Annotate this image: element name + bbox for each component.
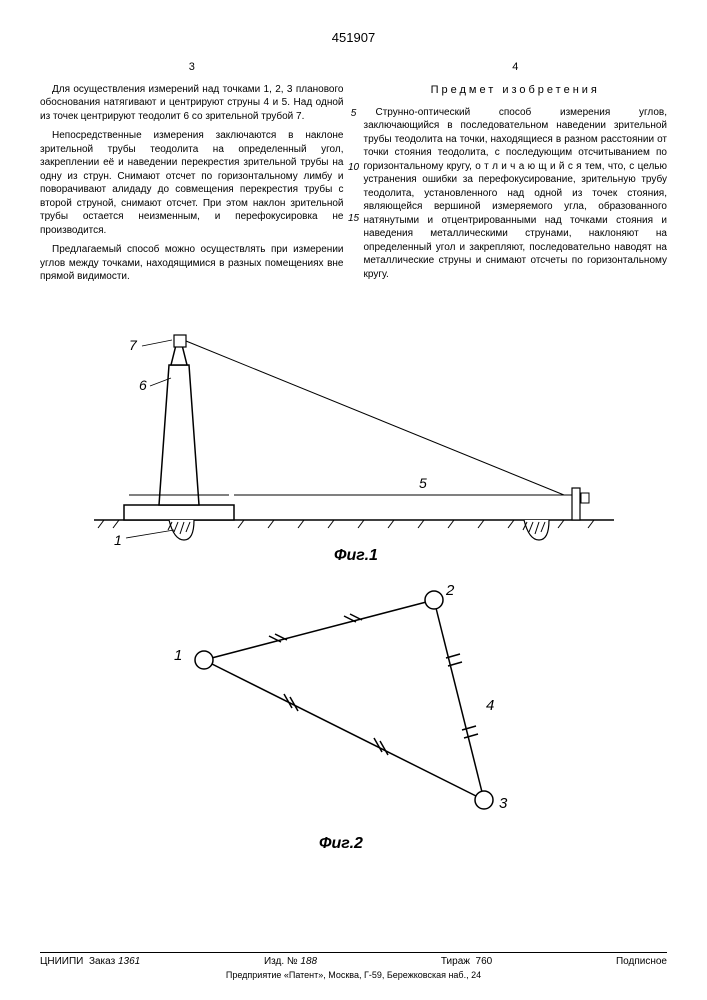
left-paragraph-2: Непосредственные измерения заключаются в…: [40, 129, 344, 237]
fig2-label-4: 4: [486, 697, 494, 714]
figures-area: 7 6 5 1 Фиг.1: [40, 310, 667, 860]
patent-page: 451907 3 Для осуществления измерений над…: [0, 0, 707, 1000]
line-number-10: 10: [348, 162, 359, 173]
footer: ЦНИИПИ Заказ 1361 Изд. № 188 Тираж 760 П…: [40, 952, 667, 980]
left-column: 3 Для осуществления измерений над точкам…: [40, 60, 344, 290]
left-paragraph-3: Предлагаемый способ можно осуществлять п…: [40, 243, 344, 284]
footer-izd-label: Изд. №: [264, 956, 298, 967]
fig1-caption: Фиг.1: [334, 547, 378, 564]
line-number-15: 15: [348, 213, 359, 224]
footer-org: ЦНИИПИ: [40, 956, 83, 967]
right-column: 4 Предмет изобретения Струнно-оптический…: [364, 60, 668, 290]
figure-2: 1 2 3 4 Фиг.2: [124, 570, 584, 860]
left-page-number: 3: [40, 60, 344, 75]
right-page-number: 4: [364, 60, 668, 75]
fig2-label-2: 2: [445, 582, 455, 599]
footer-tirazh-label: Тираж: [441, 956, 470, 967]
footer-subscription: Подписное: [616, 956, 667, 967]
footer-tirazh-num: 760: [476, 956, 493, 967]
line-number-5: 5: [351, 108, 357, 119]
fig2-label-3: 3: [499, 795, 508, 812]
right-paragraph-1: Струнно-оптический способ измерения угло…: [364, 106, 668, 282]
fig2-label-1: 1: [174, 647, 182, 664]
text-columns: 3 Для осуществления измерений над точкам…: [40, 60, 667, 290]
claim-header: Предмет изобретения: [364, 83, 668, 98]
footer-line: ЦНИИПИ Заказ 1361 Изд. № 188 Тираж 760 П…: [40, 952, 667, 967]
patent-number: 451907: [40, 30, 667, 45]
fig1-label-6: 6: [139, 377, 147, 393]
fig2-caption: Фиг.2: [319, 835, 363, 852]
footer-izd-num: 188: [300, 956, 317, 967]
fig1-label-7: 7: [129, 337, 138, 353]
figure-1: 7 6 5 1 Фиг.1: [74, 310, 634, 570]
fig1-label-5: 5: [419, 475, 427, 491]
fig1-label-1: 1: [114, 532, 122, 548]
left-paragraph-1: Для осуществления измерений над точками …: [40, 83, 344, 124]
footer-order-label: Заказ: [89, 956, 115, 967]
footer-order-num: 1361: [118, 956, 140, 967]
footer-address: Предприятие «Патент», Москва, Г-59, Бере…: [40, 970, 667, 980]
